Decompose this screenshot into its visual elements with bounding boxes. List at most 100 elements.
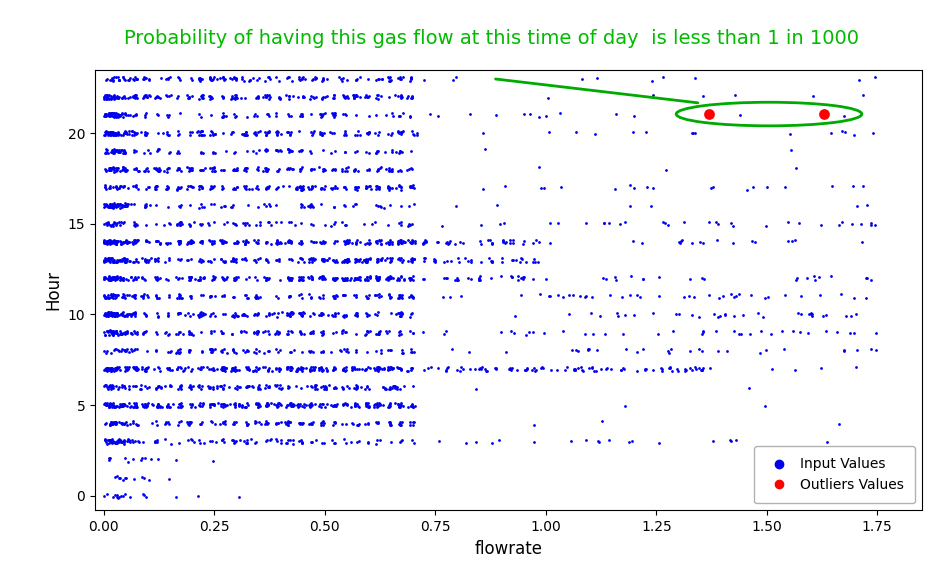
Point [405,293,420,303]
Point [688,73,703,82]
Point [342,275,357,284]
Point [280,418,295,427]
Point [216,108,231,118]
Point [294,199,309,208]
Point [182,164,198,173]
Point [393,90,408,99]
Point [168,348,183,357]
Point [109,128,124,137]
Point [110,200,125,209]
Point [359,258,374,267]
Point [370,275,385,284]
Point [362,385,377,394]
Point [249,75,264,85]
Point [101,293,116,303]
Point [119,166,134,176]
Point [159,238,174,248]
Point [105,163,121,172]
Point [104,220,120,230]
Point [571,346,586,356]
Point [780,236,795,245]
Point [202,94,218,103]
Point [139,290,154,299]
Point [325,93,340,103]
Point [239,436,255,445]
Point [109,418,124,427]
Point [370,365,385,375]
Point [314,417,330,426]
Point [117,367,132,376]
Point [393,254,408,263]
Point [350,256,365,266]
Point [136,91,151,100]
Point [108,112,124,121]
Point [326,366,341,375]
Point [183,417,199,426]
Point [128,74,143,84]
Point [406,237,421,246]
Point [327,217,342,226]
Point [161,309,176,318]
Point [284,328,299,337]
Point [215,93,230,102]
Point [204,183,219,192]
Point [261,72,276,81]
Point [408,236,423,245]
Point [298,364,314,373]
Point [294,310,310,320]
Point [240,419,256,428]
Point [473,239,488,248]
Point [152,240,167,249]
Point [407,438,422,447]
Point [116,311,131,320]
Point [108,309,124,318]
Point [193,220,208,229]
Point [115,400,130,409]
Point [785,237,800,246]
Point [278,438,294,448]
Point [235,310,250,320]
Point [381,237,396,246]
Point [422,110,437,119]
Point [218,419,233,429]
Point [111,75,126,85]
Point [104,238,120,247]
Point [216,402,231,411]
Point [128,398,143,408]
Point [274,438,289,448]
Point [194,130,209,140]
Point [269,239,284,248]
Point [105,291,121,300]
Point [284,274,299,283]
Point [349,291,364,300]
Point [98,219,113,228]
Point [567,365,582,374]
Point [248,418,263,427]
Point [504,363,520,372]
Point [240,200,256,209]
Point [235,236,250,245]
Point [116,290,131,299]
Point [110,146,125,155]
Point [181,382,197,392]
Point [258,183,274,193]
Point [125,417,141,426]
Point [277,238,293,248]
Point [528,235,543,245]
Point [315,309,331,318]
Point [742,329,757,339]
Point [124,418,140,427]
Point [116,292,131,302]
Point [125,382,141,391]
Point [341,237,356,246]
Point [124,436,140,445]
Point [313,272,328,281]
Point [119,201,134,211]
Point [226,345,241,354]
Point [309,436,324,445]
Point [294,112,310,121]
Point [218,201,233,211]
Point [867,72,883,81]
Point [173,381,188,390]
Point [119,166,134,175]
